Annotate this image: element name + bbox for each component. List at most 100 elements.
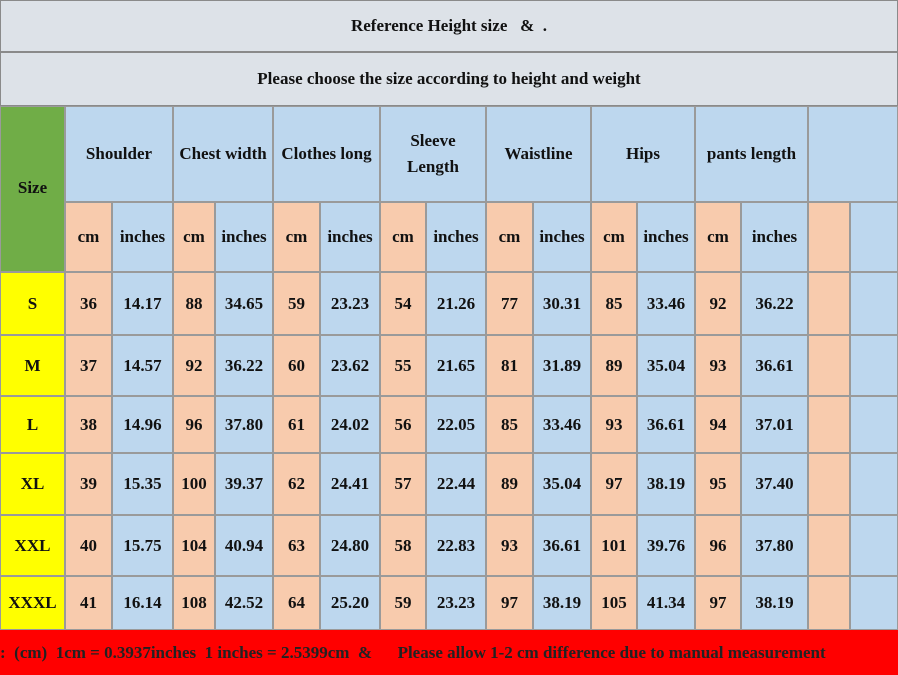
measure-cell: 96 [173, 396, 215, 453]
blank-cell [850, 515, 898, 576]
measure-cell: 39 [65, 453, 112, 515]
measure-cell: 60 [273, 335, 320, 396]
measure-cell: 97 [486, 576, 533, 630]
measure-cell: 62 [273, 453, 320, 515]
measure-cell: 63 [273, 515, 320, 576]
measure-cell: 92 [695, 272, 741, 335]
size-label: L [0, 396, 65, 453]
unit-header: cm [695, 202, 741, 272]
measure-cell: 108 [173, 576, 215, 630]
unit-header: cm [591, 202, 637, 272]
measure-cell: 37 [65, 335, 112, 396]
measure-cell: 24.41 [320, 453, 380, 515]
measure-cell: 104 [173, 515, 215, 576]
measure-cell: 42.52 [215, 576, 273, 630]
blank-cell [808, 515, 850, 576]
measure-cell: 35.04 [637, 335, 695, 396]
measure-cell: 22.05 [426, 396, 486, 453]
measure-cell: 36.22 [741, 272, 808, 335]
unit-header: cm [65, 202, 112, 272]
unit-header: inches [112, 202, 173, 272]
measure-cell: 37.40 [741, 453, 808, 515]
measure-cell: 89 [591, 335, 637, 396]
blank-cell [808, 396, 850, 453]
blank-cell [808, 106, 898, 202]
blank-cell [808, 272, 850, 335]
title: Reference Height size & . [0, 0, 898, 52]
measure-cell: 37.80 [215, 396, 273, 453]
unit-header: cm [380, 202, 426, 272]
measure-cell: 93 [695, 335, 741, 396]
blank-cell [850, 453, 898, 515]
measure-cell: 85 [486, 396, 533, 453]
measure-cell: 14.96 [112, 396, 173, 453]
measure-cell: 100 [173, 453, 215, 515]
unit-header: inches [741, 202, 808, 272]
measure-cell: 39.76 [637, 515, 695, 576]
measure-cell: 22.44 [426, 453, 486, 515]
blank-cell [808, 576, 850, 630]
measure-cell: 40.94 [215, 515, 273, 576]
measure-cell: 101 [591, 515, 637, 576]
group-header: Clothes long [273, 106, 380, 202]
measure-cell: 21.26 [426, 272, 486, 335]
measure-cell: 54 [380, 272, 426, 335]
measure-cell: 93 [486, 515, 533, 576]
measure-cell: 16.14 [112, 576, 173, 630]
measure-cell: 36.22 [215, 335, 273, 396]
measure-cell: 34.65 [215, 272, 273, 335]
blank-cell [850, 272, 898, 335]
measure-cell: 97 [591, 453, 637, 515]
measure-cell: 57 [380, 453, 426, 515]
measure-cell: 40 [65, 515, 112, 576]
measure-cell: 85 [591, 272, 637, 335]
measure-cell: 36 [65, 272, 112, 335]
measure-cell: 23.23 [320, 272, 380, 335]
blank-cell [850, 202, 898, 272]
blank-cell [850, 335, 898, 396]
measure-cell: 77 [486, 272, 533, 335]
unit-header: inches [533, 202, 591, 272]
blank-cell [808, 202, 850, 272]
measure-cell: 33.46 [637, 272, 695, 335]
measure-cell: 95 [695, 453, 741, 515]
measure-cell: 15.35 [112, 453, 173, 515]
group-header: Waistline [486, 106, 591, 202]
measure-cell: 25.20 [320, 576, 380, 630]
measure-cell: 61 [273, 396, 320, 453]
measure-cell: 89 [486, 453, 533, 515]
group-header: Chest width [173, 106, 273, 202]
measure-cell: 88 [173, 272, 215, 335]
measure-cell: 14.17 [112, 272, 173, 335]
measure-cell: 36.61 [741, 335, 808, 396]
measure-cell: 38 [65, 396, 112, 453]
measure-cell: 96 [695, 515, 741, 576]
footer-note: : (cm) 1cm = 0.3937inches 1 inches = 2.5… [0, 630, 898, 675]
blank-cell [850, 396, 898, 453]
measure-cell: 23.23 [426, 576, 486, 630]
measure-cell: 41.34 [637, 576, 695, 630]
group-header: Sleeve Length [380, 106, 486, 202]
size-label: XXL [0, 515, 65, 576]
measure-cell: 97 [695, 576, 741, 630]
measure-cell: 21.65 [426, 335, 486, 396]
measure-cell: 24.80 [320, 515, 380, 576]
measure-cell: 64 [273, 576, 320, 630]
group-header: pants length [695, 106, 808, 202]
unit-header: cm [273, 202, 320, 272]
measure-cell: 31.89 [533, 335, 591, 396]
measure-cell: 30.31 [533, 272, 591, 335]
measure-cell: 81 [486, 335, 533, 396]
measure-cell: 55 [380, 335, 426, 396]
measure-cell: 59 [273, 272, 320, 335]
size-label: XL [0, 453, 65, 515]
measure-cell: 15.75 [112, 515, 173, 576]
measure-cell: 93 [591, 396, 637, 453]
measure-cell: 39.37 [215, 453, 273, 515]
measure-cell: 58 [380, 515, 426, 576]
unit-header: cm [173, 202, 215, 272]
unit-header: inches [215, 202, 273, 272]
measure-cell: 33.46 [533, 396, 591, 453]
size-label: XXXL [0, 576, 65, 630]
